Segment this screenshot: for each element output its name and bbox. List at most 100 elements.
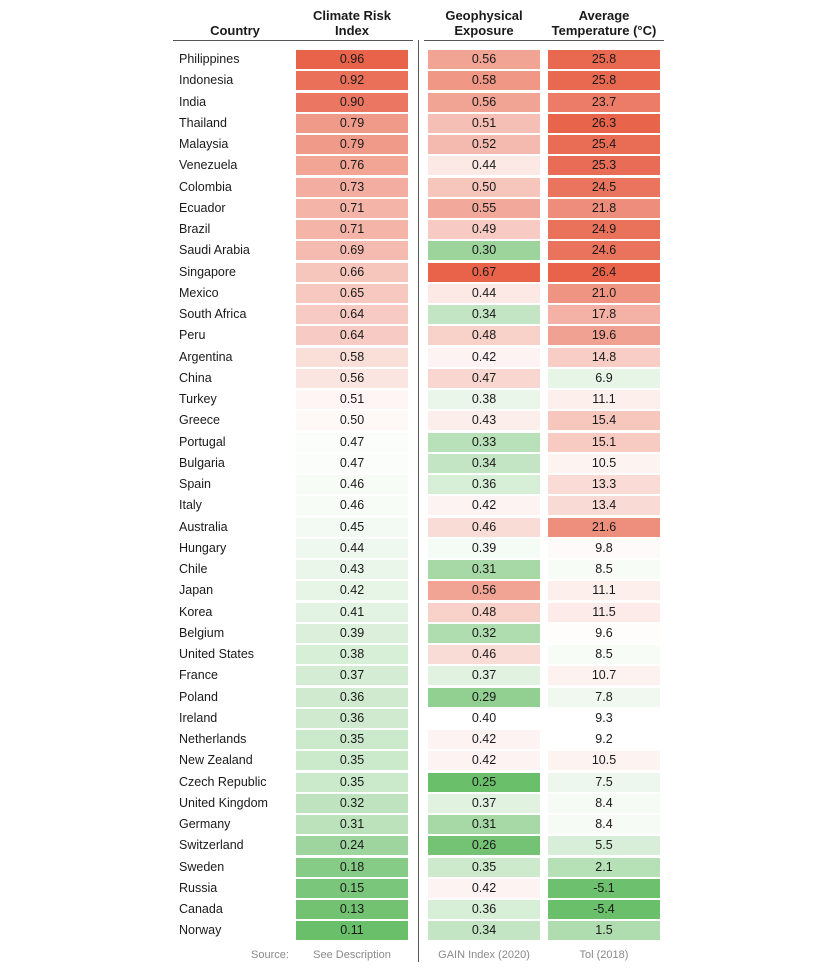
country-label: Brazil <box>179 222 211 236</box>
country-label: Spain <box>179 477 211 491</box>
country-label: Peru <box>179 328 206 343</box>
cell-geophysical-exposure: 0.43 <box>428 411 540 431</box>
cell-geophysical-exposure: 0.42 <box>428 751 540 771</box>
country-label: Sweden <box>179 859 225 874</box>
cell-climate-risk-index: 0.24 <box>296 836 408 856</box>
country-label: Japan <box>179 583 214 598</box>
cell-average-temperature: 17.8 <box>548 305 660 324</box>
cell-geophysical-exposure: 0.48 <box>428 326 540 346</box>
country-label: Mexico <box>179 285 219 300</box>
cell-climate-risk-index: 0.36 <box>296 687 408 707</box>
cell-climate-risk-index: 0.64 <box>296 326 408 346</box>
country-label: Venezuela <box>179 158 238 173</box>
cell-average-temperature: 21.8 <box>548 198 660 218</box>
cell-geophysical-exposure: 0.36 <box>428 900 540 919</box>
cell-climate-risk-index: 0.18 <box>296 857 408 877</box>
cell-average-temperature: 11.1 <box>548 581 660 601</box>
country-label: Thailand <box>179 115 227 130</box>
cell-average-temperature: 26.4 <box>548 262 660 282</box>
cell-geophysical-exposure: 0.44 <box>428 283 540 303</box>
country-label: Italy <box>179 498 202 513</box>
cell-geophysical-exposure: 0.36 <box>428 475 540 494</box>
cell-average-temperature: 15.1 <box>548 432 660 452</box>
cell-climate-risk-index: 0.47 <box>296 432 408 452</box>
cell-geophysical-exposure: 0.47 <box>428 368 540 388</box>
cell-geophysical-exposure: 0.35 <box>428 857 540 877</box>
header-rule-left <box>173 40 413 41</box>
cell-average-temperature: 10.7 <box>548 666 660 686</box>
country-label: New Zealand <box>179 753 253 768</box>
cell-geophysical-exposure: 0.42 <box>428 347 540 367</box>
cell-climate-risk-index: 0.73 <box>296 177 408 197</box>
cell-geophysical-exposure: 0.56 <box>428 50 540 69</box>
cell-average-temperature: -5.4 <box>548 900 660 919</box>
country-label: Belgium <box>179 625 225 640</box>
cell-average-temperature: 25.3 <box>548 156 660 176</box>
cell-geophysical-exposure: 0.46 <box>428 645 540 664</box>
cell-average-temperature: 8.4 <box>548 815 660 834</box>
cell-average-temperature: 25.8 <box>548 71 660 91</box>
cell-geophysical-exposure: 0.49 <box>428 220 540 239</box>
cell-geophysical-exposure: 0.40 <box>428 708 540 728</box>
country-label: Saudi Arabia <box>179 243 250 258</box>
country-label: Chile <box>179 562 208 576</box>
country-label: Poland <box>179 689 218 704</box>
cell-climate-risk-index: 0.64 <box>296 305 408 324</box>
cell-geophysical-exposure: 0.25 <box>428 772 540 792</box>
cell-climate-risk-index: 0.35 <box>296 772 408 792</box>
cell-geophysical-exposure: 0.42 <box>428 730 540 749</box>
header-rule-right <box>424 40 664 41</box>
cell-climate-risk-index: 0.41 <box>296 602 408 622</box>
cell-climate-risk-index: 0.50 <box>296 411 408 431</box>
country-label: Switzerland <box>179 838 244 853</box>
cell-geophysical-exposure: 0.32 <box>428 623 540 643</box>
cell-climate-risk-index: 0.96 <box>296 50 408 69</box>
cell-geophysical-exposure: 0.33 <box>428 432 540 452</box>
cell-geophysical-exposure: 0.56 <box>428 581 540 601</box>
country-label: Czech Republic <box>179 774 267 789</box>
country-label: Germany <box>179 817 231 831</box>
cell-geophysical-exposure: 0.52 <box>428 135 540 154</box>
country-label: Australia <box>179 519 228 534</box>
cell-geophysical-exposure: 0.42 <box>428 878 540 898</box>
cell-geophysical-exposure: 0.30 <box>428 241 540 261</box>
cell-geophysical-exposure: 0.67 <box>428 262 540 282</box>
country-label: Netherlands <box>179 732 247 746</box>
header-average-temperature: Average Temperature (°C) <box>551 8 657 38</box>
country-label: Philippines <box>179 52 240 66</box>
cell-climate-risk-index: 0.45 <box>296 517 408 537</box>
cell-average-temperature: 11.1 <box>548 390 660 409</box>
country-label: Colombia <box>179 179 232 194</box>
cell-geophysical-exposure: 0.37 <box>428 793 540 813</box>
cell-climate-risk-index: 0.42 <box>296 581 408 601</box>
cell-average-temperature: 26.3 <box>548 113 660 133</box>
country-label: Korea <box>179 604 213 619</box>
cell-climate-risk-index: 0.46 <box>296 496 408 516</box>
cell-geophysical-exposure: 0.58 <box>428 71 540 91</box>
cell-average-temperature: 11.5 <box>548 602 660 622</box>
cell-average-temperature: 24.6 <box>548 241 660 261</box>
country-label: Ecuador <box>179 200 226 215</box>
country-label: Norway <box>179 923 222 938</box>
cell-climate-risk-index: 0.90 <box>296 92 408 112</box>
cell-average-temperature: 2.1 <box>548 857 660 877</box>
cell-average-temperature: 9.6 <box>548 623 660 643</box>
cell-average-temperature: 24.5 <box>548 177 660 197</box>
cell-geophysical-exposure: 0.26 <box>428 836 540 856</box>
cell-climate-risk-index: 0.37 <box>296 666 408 686</box>
cell-climate-risk-index: 0.66 <box>296 262 408 282</box>
header-climate-risk-index: Climate Risk Index <box>312 8 392 38</box>
source-geophysical-exposure: GAIN Index (2020) <box>438 949 530 961</box>
cell-climate-risk-index: 0.76 <box>296 156 408 176</box>
cell-geophysical-exposure: 0.31 <box>428 560 540 579</box>
cell-climate-risk-index: 0.31 <box>296 815 408 834</box>
cell-climate-risk-index: 0.51 <box>296 390 408 409</box>
cell-average-temperature: 9.2 <box>548 730 660 749</box>
source-climate-risk-index: See Description <box>313 949 391 961</box>
country-label: Ireland <box>179 710 218 725</box>
cell-climate-risk-index: 0.44 <box>296 538 408 558</box>
cell-average-temperature: 13.3 <box>548 475 660 494</box>
header-geophysical-exposure: Geophysical Exposure <box>445 8 523 38</box>
country-label: Russia <box>179 880 218 895</box>
country-label: Indonesia <box>179 73 234 88</box>
